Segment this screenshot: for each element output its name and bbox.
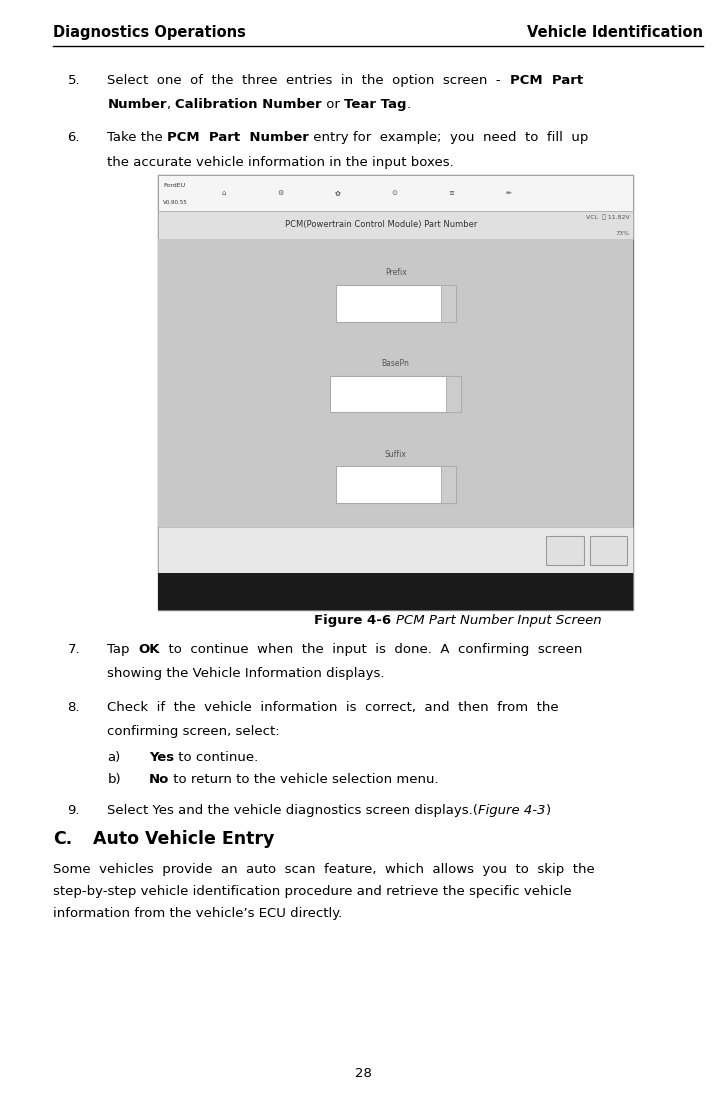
Text: ◀: ◀	[174, 587, 179, 597]
Text: ESC: ESC	[599, 545, 618, 556]
Text: Select Yes and the vehicle diagnostics screen displays.(: Select Yes and the vehicle diagnostics s…	[107, 804, 478, 818]
Text: Number: Number	[107, 98, 167, 112]
Text: Yes: Yes	[149, 751, 174, 765]
Text: ⌂: ⌂	[221, 190, 226, 196]
Bar	[158, 573, 633, 610]
Text: to  continue  when  the  input  is  done.  A  confirming  screen: to continue when the input is done. A co…	[160, 643, 582, 656]
Text: Tap: Tap	[107, 643, 139, 656]
Bar	[546, 536, 584, 565]
Bar	[446, 376, 461, 412]
Text: 5.: 5.	[68, 74, 80, 87]
Text: No: No	[149, 774, 169, 787]
Text: .: .	[407, 98, 411, 112]
Text: C.: C.	[53, 830, 73, 849]
Text: ✿: ✿	[335, 190, 340, 196]
Text: FordEU: FordEU	[163, 183, 185, 188]
Bar	[158, 527, 633, 573]
Text: Auto Vehicle Entry: Auto Vehicle Entry	[93, 830, 274, 849]
Text: ⌂: ⌂	[229, 587, 235, 597]
Text: Tear Tag: Tear Tag	[344, 98, 407, 112]
Bar	[158, 239, 633, 527]
Text: ⛟: ⛟	[566, 587, 570, 597]
Text: 73%: 73%	[616, 231, 629, 235]
Text: Figure 4-6: Figure 4-6	[314, 614, 396, 628]
Text: Check  if  the  vehicle  information  is  correct,  and  then  from  the: Check if the vehicle information is corr…	[107, 701, 559, 714]
Text: Diagnostics Operations: Diagnostics Operations	[53, 24, 246, 40]
Bar	[158, 175, 633, 211]
Text: ≡: ≡	[449, 190, 454, 196]
Bar	[590, 536, 627, 565]
Text: PCM(Powertrain Control Module) Part Number: PCM(Powertrain Control Module) Part Numb…	[285, 220, 477, 230]
Text: ): )	[546, 804, 551, 818]
Text: VCL: VCL	[504, 587, 520, 597]
Bar	[441, 285, 456, 322]
Text: ◉: ◉	[340, 587, 348, 597]
Text: OK: OK	[558, 545, 572, 556]
Text: 4L5A: 4L5A	[345, 297, 374, 309]
Bar	[336, 466, 456, 503]
Text: ▼: ▼	[445, 480, 452, 490]
Text: b): b)	[107, 774, 121, 787]
Text: ✏: ✏	[505, 190, 511, 196]
Text: Vehicle Identification: Vehicle Identification	[527, 24, 703, 40]
Bar	[330, 376, 461, 412]
Text: VCL  ⎙ 11.82V: VCL ⎙ 11.82V	[586, 214, 629, 220]
Text: Select  one  of  the  three  entries  in  the  option  screen  -: Select one of the three entries in the o…	[107, 74, 510, 87]
Text: Prefix: Prefix	[385, 269, 407, 277]
Text: PCM Part Number Input Screen: PCM Part Number Input Screen	[396, 614, 601, 628]
Text: entry for  example;  you  need  to  fill  up: entry for example; you need to fill up	[309, 131, 589, 145]
Text: Calibration Number: Calibration Number	[175, 98, 322, 112]
Text: Suffix: Suffix	[385, 450, 407, 459]
Text: information from the vehicle’s ECU directly.: information from the vehicle’s ECU direc…	[53, 907, 343, 920]
Text: the accurate vehicle information in the input boxes.: the accurate vehicle information in the …	[107, 156, 454, 169]
Text: VIN:: VIN:	[164, 535, 178, 541]
Text: AKA: AKA	[345, 478, 368, 491]
Text: V0.90.55: V0.90.55	[163, 200, 188, 206]
Text: ⚙: ⚙	[277, 190, 284, 196]
Text: or: or	[322, 98, 344, 112]
Text: to continue.: to continue.	[174, 751, 258, 765]
Text: 8.: 8.	[68, 701, 80, 714]
Text: step-by-step vehicle identification procedure and retrieve the specific vehicle: step-by-step vehicle identification proc…	[53, 885, 571, 898]
Text: ,: ,	[167, 98, 175, 112]
Text: Some  vehicles  provide  an  auto  scan  feature,  which  allows  you  to  skip : Some vehicles provide an auto scan featu…	[53, 863, 595, 876]
Bar	[441, 466, 456, 503]
Text: Car:: Car:	[164, 556, 178, 561]
Text: 7.: 7.	[68, 643, 80, 656]
Text: ▬: ▬	[285, 587, 292, 597]
Text: 6.: 6.	[68, 131, 80, 145]
Text: 9.: 9.	[68, 804, 80, 818]
Text: to return to the vehicle selection menu.: to return to the vehicle selection menu.	[169, 774, 439, 787]
Text: 28: 28	[354, 1067, 372, 1081]
Text: ▼: ▼	[445, 298, 452, 308]
Bar	[336, 285, 456, 322]
Text: 10:38: 10:38	[605, 587, 627, 597]
Text: ⊙: ⊙	[391, 190, 397, 196]
Text: showing the Vehicle Information displays.: showing the Vehicle Information displays…	[107, 667, 385, 681]
Text: BasePn: BasePn	[382, 359, 409, 368]
Text: a): a)	[107, 751, 121, 765]
Bar	[158, 175, 633, 610]
Text: ⊙: ⊙	[396, 587, 404, 597]
Text: confirming screen, select:: confirming screen, select:	[107, 725, 280, 738]
Text: PCM  Part: PCM Part	[510, 74, 583, 87]
Text: 12A650: 12A650	[339, 388, 384, 400]
Text: OK: OK	[139, 643, 160, 656]
Text: PCM  Part  Number: PCM Part Number	[168, 131, 309, 145]
Text: ▼: ▼	[451, 389, 457, 399]
Text: Take the: Take the	[107, 131, 168, 145]
Text: Figure 4-3: Figure 4-3	[478, 804, 546, 818]
Text: ◀▶: ◀▶	[449, 587, 462, 597]
Bar	[158, 211, 633, 239]
